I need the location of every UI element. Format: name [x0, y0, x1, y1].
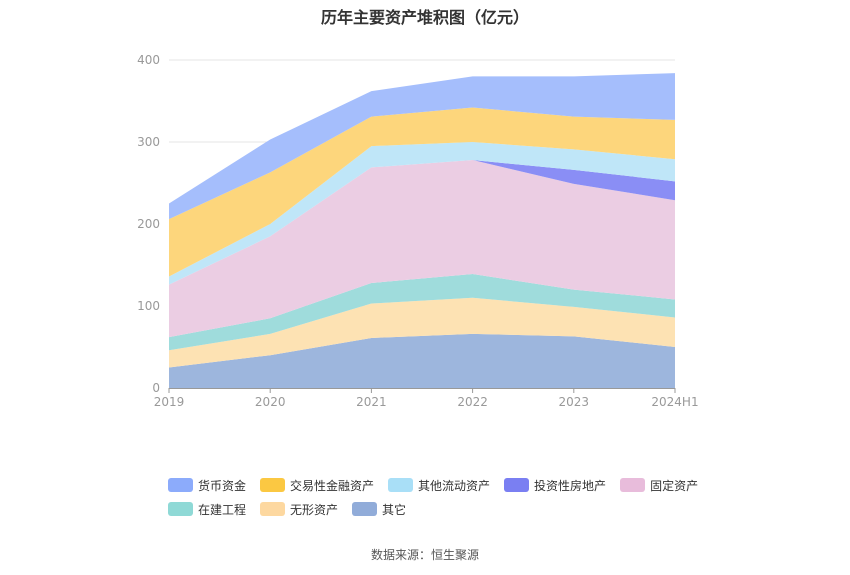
legend-item[interactable]: 无形资产	[260, 501, 338, 518]
legend-swatch	[620, 478, 646, 492]
legend-swatch	[388, 478, 414, 492]
legend-item[interactable]: 货币资金	[168, 477, 246, 494]
legend-swatch	[168, 478, 193, 492]
y-tick-label: 0	[152, 381, 160, 395]
legend-swatch	[352, 502, 378, 516]
y-tick-label: 100	[137, 299, 160, 313]
x-tick-label: 2021	[356, 395, 387, 409]
legend-swatch	[260, 502, 286, 516]
area-series-其他流动资产	[169, 142, 675, 285]
legend-label: 在建工程	[198, 502, 247, 517]
area-series-无形资产	[169, 297, 675, 368]
legend-label: 交易性金融资产	[290, 478, 375, 493]
x-tick-label: 2022	[457, 395, 488, 409]
area-series-其它	[169, 333, 675, 388]
data-source: 数据来源：恒生聚源	[370, 548, 479, 562]
y-tick-label: 400	[137, 53, 160, 67]
legend-row-2: 在建工程 无形资产 其它	[168, 497, 728, 521]
legend-row-1: 货币资金 交易性金融资产 其他流动资产 投资性房地产 固定资产	[168, 473, 728, 497]
legend: 货币资金 交易性金融资产 其他流动资产 投资性房地产 固定资产 在建工程 无形资产 其它	[168, 473, 728, 521]
x-tick-label: 2020	[255, 395, 286, 409]
y-tick-label: 200	[137, 217, 160, 231]
area-series-交易性金融资产	[169, 107, 675, 277]
legend-item[interactable]: 在建工程	[168, 501, 246, 518]
chart-title: 历年主要资产堆积图（亿元）	[320, 8, 529, 27]
legend-label: 其他流动资产	[418, 478, 491, 493]
legend-item[interactable]: 固定资产	[620, 477, 698, 494]
legend-label: 货币资金	[198, 478, 247, 493]
x-tick-label: 2019	[154, 395, 185, 409]
legend-swatch	[260, 478, 286, 492]
legend-label: 投资性房地产	[534, 478, 607, 493]
legend-item[interactable]: 其他流动资产	[388, 477, 490, 494]
area-series-固定资产	[169, 160, 675, 338]
area-series-在建工程	[169, 274, 675, 351]
x-tick-label: 2023	[559, 395, 590, 409]
legend-swatch	[168, 502, 193, 516]
legend-swatch	[504, 478, 530, 492]
legend-label: 无形资产	[290, 502, 339, 517]
legend-label: 其它	[382, 502, 407, 517]
legend-item[interactable]: 其它	[352, 501, 406, 518]
x-tick-label: 2024H1	[651, 395, 698, 409]
y-tick-label: 300	[137, 135, 160, 149]
legend-item[interactable]: 投资性房地产	[504, 477, 606, 494]
area-series-货币资金	[169, 73, 675, 220]
legend-item[interactable]: 交易性金融资产	[260, 477, 374, 494]
stacked-area-chart: 0 100 200 300 400 2019 2020 2021 2022 2023 2024H1	[137, 53, 699, 409]
legend-label: 固定资产	[650, 478, 699, 493]
